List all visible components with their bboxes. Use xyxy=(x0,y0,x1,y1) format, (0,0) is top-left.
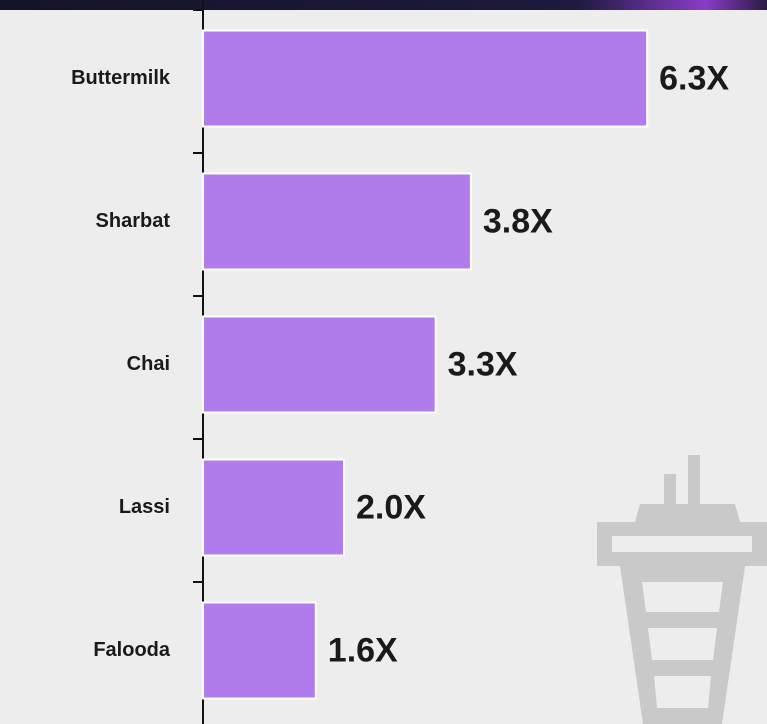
bar xyxy=(202,29,649,128)
value-label: 1.6X xyxy=(328,631,398,669)
header-band xyxy=(0,0,767,10)
value-label: 6.3X xyxy=(659,59,729,97)
category-label: Falooda xyxy=(93,639,171,661)
cup-icon-cutouts xyxy=(612,536,752,708)
category-label: Lassi xyxy=(119,496,170,518)
value-label: 3.8X xyxy=(483,202,553,240)
value-label: 2.0X xyxy=(356,488,426,526)
bar xyxy=(202,458,345,557)
value-label: 3.3X xyxy=(448,345,518,383)
category-label: Chai xyxy=(127,353,170,375)
bar xyxy=(202,601,317,700)
bar xyxy=(202,315,437,414)
category-label: Buttermilk xyxy=(71,67,171,89)
category-label: Sharbat xyxy=(96,210,171,232)
bar xyxy=(202,172,472,271)
